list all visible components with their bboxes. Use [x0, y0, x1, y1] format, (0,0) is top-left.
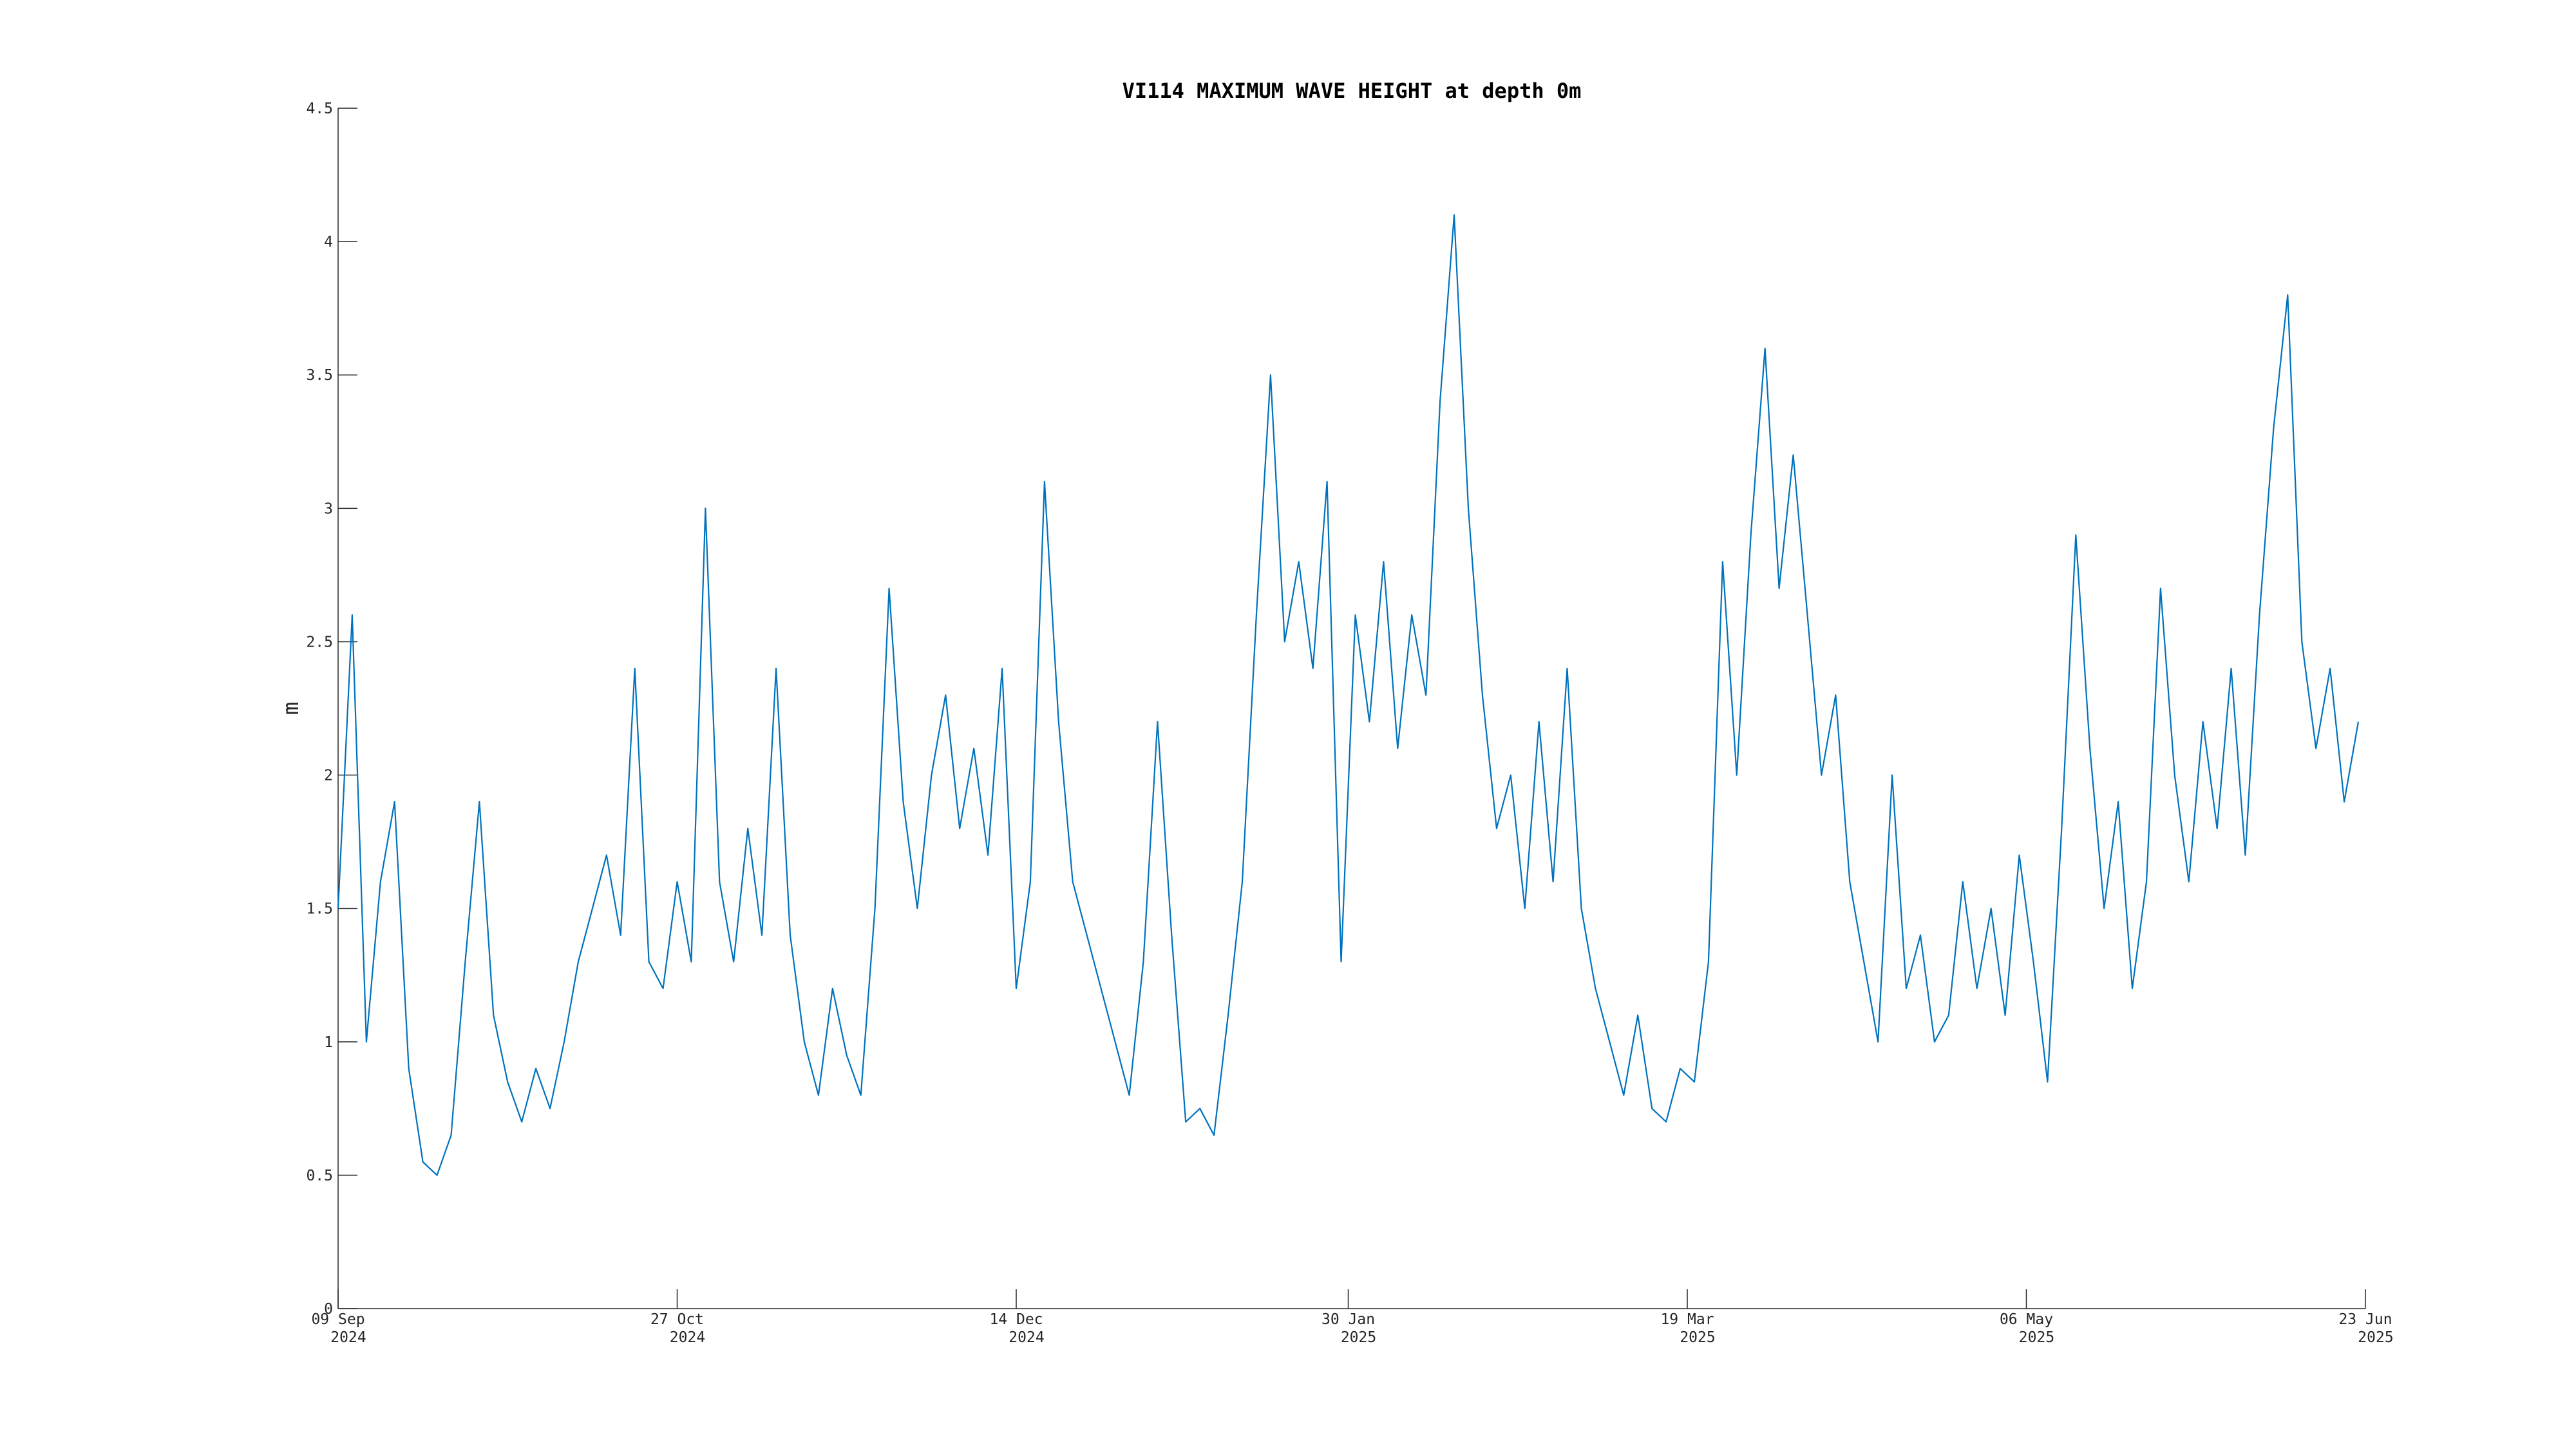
chart-title: VI114 MAXIMUM WAVE HEIGHT at depth 0m [1122, 79, 1582, 103]
x-tick-label: 19 Mar [1660, 1311, 1714, 1328]
y-tick-label: 1 [324, 1034, 333, 1051]
x-tick-year: 2024 [330, 1329, 366, 1346]
x-tick-year: 2025 [2019, 1329, 2054, 1346]
y-tick-label: 3 [324, 500, 333, 517]
x-tick-year: 2025 [1341, 1329, 1376, 1346]
x-tick-label: 14 Dec [989, 1311, 1043, 1328]
y-axis-label: m [278, 702, 304, 715]
y-tick-label: 3.5 [306, 367, 333, 384]
x-tick-year: 2025 [2358, 1329, 2393, 1346]
data-line [337, 214, 2360, 1176]
y-tick-label: 0 [324, 1301, 333, 1318]
x-tick-year: 2025 [1680, 1329, 1715, 1346]
x-tick-label: 09 Sep [311, 1311, 365, 1328]
y-tick-label: 2.5 [306, 634, 333, 650]
y-tick-label: 4 [324, 234, 333, 251]
x-tick-year: 2024 [1009, 1329, 1044, 1346]
y-tick-label: 4.5 [306, 100, 333, 117]
x-tick-label: 30 Jan [1321, 1311, 1375, 1328]
x-tick-label: 06 May [2000, 1311, 2053, 1328]
y-tick-label: 1.5 [306, 901, 333, 918]
y-tick-label: 0.5 [306, 1168, 333, 1184]
x-tick-label: 23 Jun [2338, 1311, 2392, 1328]
y-tick-label: 2 [324, 768, 333, 784]
x-tick-label: 27 Oct [650, 1311, 704, 1328]
x-tick-year: 2024 [670, 1329, 705, 1346]
